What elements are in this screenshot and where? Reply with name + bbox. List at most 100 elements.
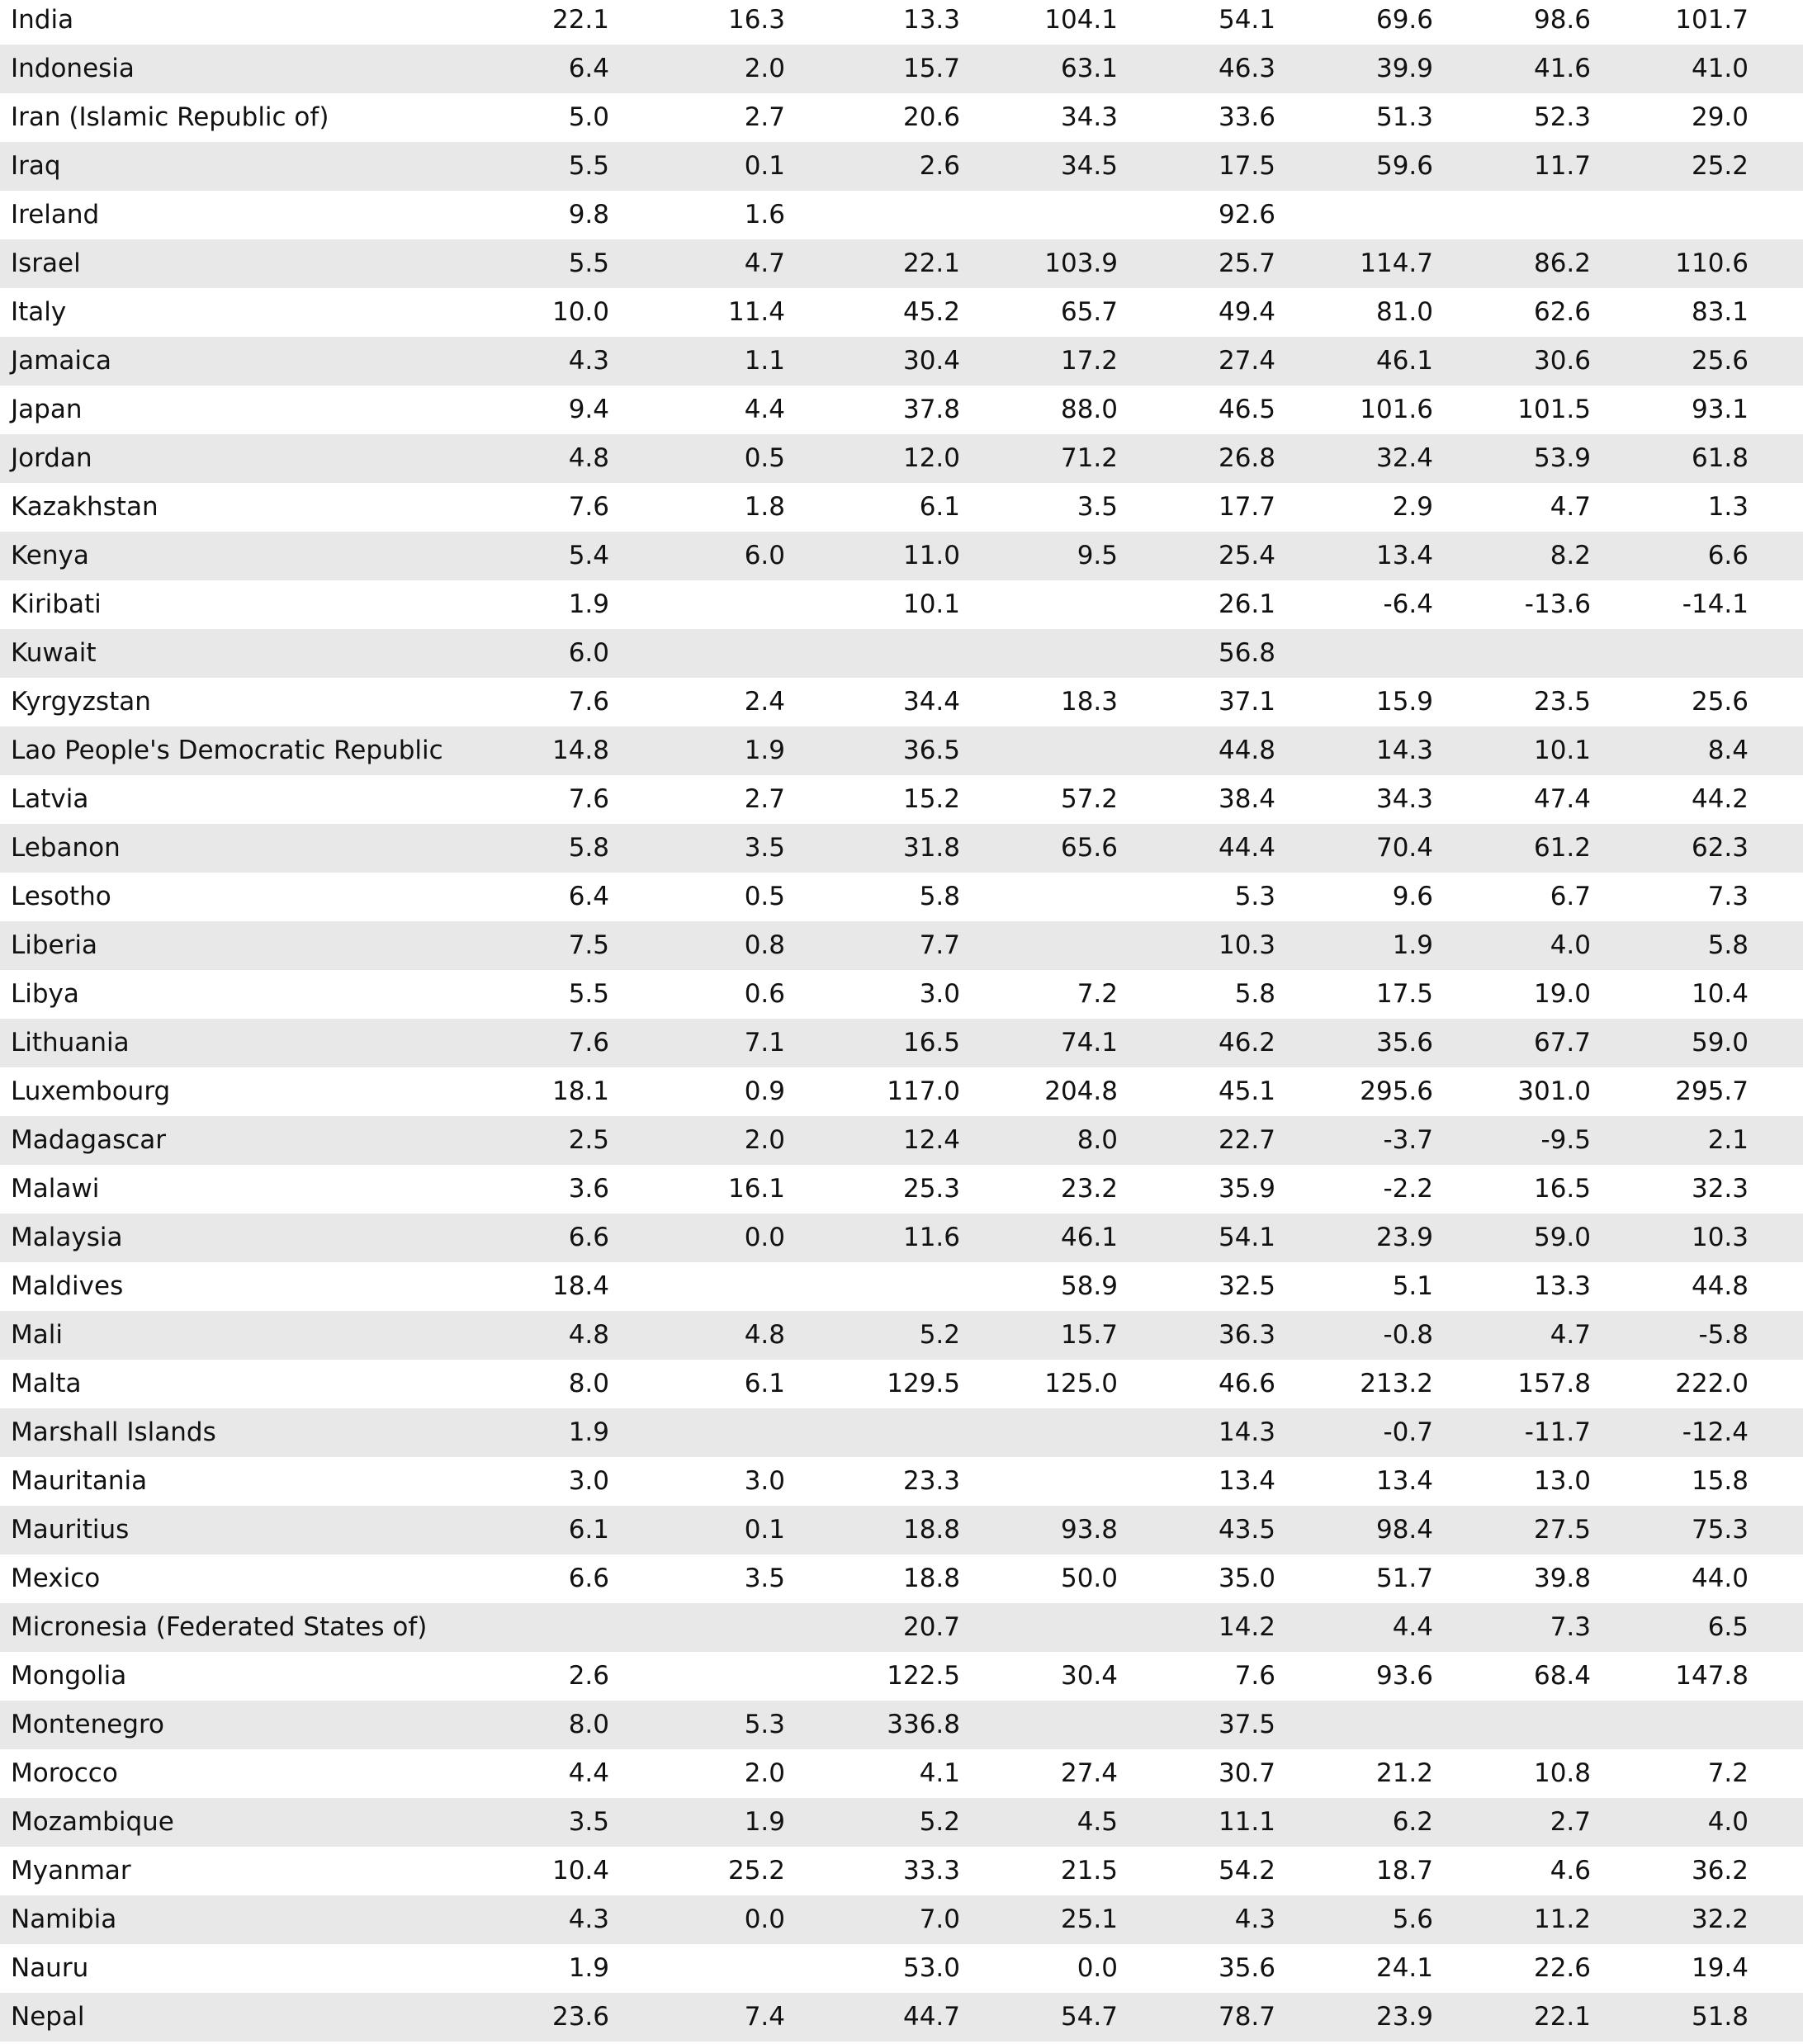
value-cell: 39.9 [1375,54,1433,83]
value-cell: 18.8 [902,1515,960,1545]
value-cell: 51.3 [1375,102,1433,132]
value-cell: 18.1 [551,1076,609,1106]
value-cell: 7.6 [568,492,609,522]
value-cell: 2.6 [919,151,960,181]
country-name: Mozambique [11,1807,174,1837]
value-cell: 16.1 [727,1174,785,1204]
table-row: Kuwait 6.0 56.8 [0,629,1803,678]
value-cell: 10.1 [1533,736,1591,765]
value-cell: 24.1 [1375,1953,1433,1983]
value-cell: 4.7 [744,248,785,278]
value-cell: 6.6 [568,1223,609,1252]
country-name: Myanmar [11,1856,131,1885]
value-cell: 0.0 [1077,1953,1118,1983]
country-name: Malawi [11,1174,100,1204]
value-cell: 74.1 [1060,1028,1118,1057]
table-row: Latvia 7.6 2.7 15.2 57.2 38.4 34.3 47.4 44.2 [0,775,1803,824]
table-row: Kyrgyzstan 7.6 2.4 34.4 18.3 37.1 15.9 23.5 25.6 [0,678,1803,726]
value-cell: 83.1 [1691,297,1749,327]
value-cell: 5.5 [568,248,609,278]
value-cell: 35.9 [1218,1174,1275,1204]
country-name: Indonesia [11,54,135,83]
table-row: Israel 5.5 4.7 22.1 103.9 25.7 114.7 86.2 110.6 [0,239,1803,288]
value-cell: 35.6 [1218,1953,1275,1983]
value-cell: 35.0 [1218,1564,1275,1593]
value-cell: 7.6 [1234,1661,1275,1691]
value-cell: 12.4 [902,1125,960,1155]
value-cell: 23.9 [1375,1223,1433,1252]
table-row: Nauru 1.9 53.0 0.0 35.6 24.1 22.6 19.4 [0,1944,1803,1993]
table-row: Mauritania 3.0 3.0 23.3 13.4 13.4 13.0 15.8 [0,1457,1803,1506]
value-cell: 46.1 [1375,346,1433,376]
table-row: Micronesia (Federated States of) 20.7 14.2… [0,1603,1803,1652]
value-cell: 75.3 [1691,1515,1749,1545]
value-cell: 21.5 [1060,1856,1118,1885]
value-cell: 4.5 [1077,1807,1118,1837]
country-name: Kazakhstan [11,492,159,522]
value-cell: 22.1 [551,5,609,35]
value-cell: 25.3 [902,1174,960,1204]
table-row: Malaysia 6.6 0.0 11.6 46.1 54.1 23.9 59.0 10.3 [0,1214,1803,1262]
value-cell: 5.1 [1392,1271,1433,1301]
table-row: Jordan 4.8 0.5 12.0 71.2 26.8 32.4 53.9 61.8 [0,434,1803,483]
value-cell: 11.7 [1533,151,1591,181]
value-cell: 22.7 [1218,1125,1275,1155]
value-cell: 41.0 [1691,54,1749,83]
value-cell: 53.9 [1533,443,1591,473]
value-cell: 18.3 [1060,687,1118,717]
country-name: Nauru [11,1953,89,1983]
value-cell: 7.2 [1707,1758,1749,1788]
value-cell: 16.5 [902,1028,960,1057]
value-cell: 31.8 [902,833,960,863]
value-cell: 25.6 [1691,346,1749,376]
value-cell: 4.0 [1550,930,1591,960]
value-cell: 147.8 [1675,1661,1749,1691]
value-cell: 5.2 [919,1320,960,1350]
value-cell: 4.8 [568,1320,609,1350]
country-name: Morocco [11,1758,118,1788]
value-cell: 22.1 [902,248,960,278]
value-cell: 0.1 [744,151,785,181]
value-cell: 36.3 [1218,1320,1275,1350]
value-cell: 46.2 [1218,1028,1275,1057]
value-cell: 2.0 [744,1758,785,1788]
value-cell: 0.5 [744,882,785,911]
country-name: Jamaica [11,346,111,376]
value-cell: 7.3 [1550,1612,1591,1642]
value-cell: -11.7 [1524,1417,1591,1447]
value-cell: 78.7 [1218,2002,1275,2032]
value-cell: 10.4 [551,1856,609,1885]
value-cell: 19.0 [1533,979,1591,1009]
value-cell: 4.8 [568,443,609,473]
value-cell: 98.6 [1533,5,1591,35]
value-cell: 157.8 [1517,1369,1591,1398]
value-cell: 14.3 [1218,1417,1275,1447]
value-cell: 295.7 [1675,1076,1749,1106]
value-cell: 61.2 [1533,833,1591,863]
table-row: Japan 9.4 4.4 37.8 88.0 46.5 101.6 101.5 93.1 [0,386,1803,434]
value-cell: 3.5 [744,833,785,863]
value-cell: 9.4 [568,395,609,424]
value-cell: 104.1 [1044,5,1118,35]
value-cell: 2.7 [1550,1807,1591,1837]
value-cell: 23.6 [551,2002,609,2032]
value-cell: 16.3 [727,5,785,35]
value-cell: 5.0 [568,102,609,132]
country-name: Lithuania [11,1028,130,1057]
value-cell: 36.5 [902,736,960,765]
country-name: Iran (Islamic Republic of) [11,102,329,132]
value-cell: 2.6 [568,1661,609,1691]
value-cell: 44.2 [1691,784,1749,814]
value-cell: 30.4 [1060,1661,1118,1691]
value-cell: 23.5 [1533,687,1591,717]
value-cell: 7.6 [568,1028,609,1057]
value-cell: 1.1 [744,346,785,376]
value-cell: 30.7 [1218,1758,1275,1788]
value-cell: -6.4 [1383,589,1434,619]
value-cell: 0.5 [744,443,785,473]
value-cell: 5.2 [919,1807,960,1837]
value-cell: 117.0 [887,1076,960,1106]
country-name: Mauritius [11,1515,130,1545]
country-name: Japan [11,395,83,424]
